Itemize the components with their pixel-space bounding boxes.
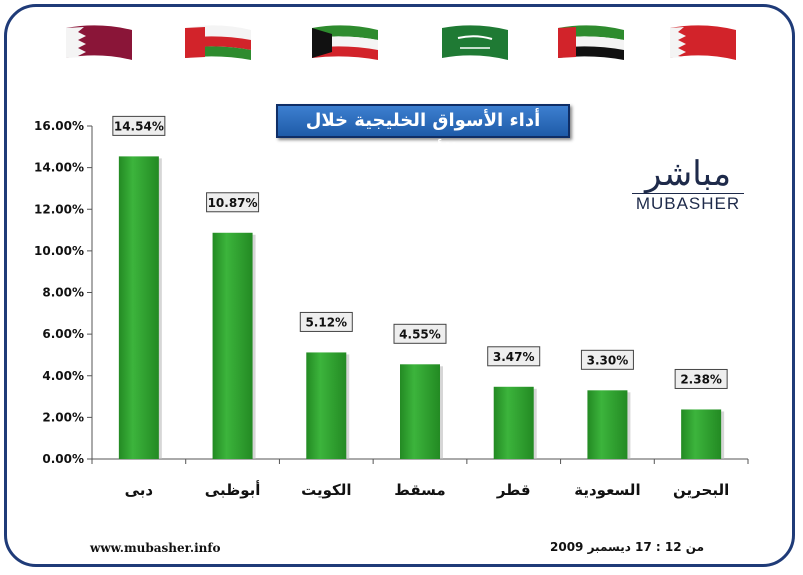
uae-flag-icon	[558, 25, 624, 60]
logo-arabic: مباشر	[644, 154, 732, 194]
data-label-box	[299, 311, 353, 332]
data-label-box	[112, 115, 166, 136]
bar	[400, 364, 440, 459]
logo-english: MUBASHER	[632, 193, 744, 214]
data-label: 14.54%	[114, 119, 164, 133]
y-tick-label: 2.00%	[42, 410, 84, 424]
data-label: 4.55%	[399, 327, 441, 341]
data-label-box	[206, 192, 260, 213]
category-label: قطر	[496, 481, 531, 499]
data-label: 2.38%	[680, 372, 722, 386]
bar	[212, 232, 253, 459]
category-label: الكويت	[301, 481, 351, 499]
data-label: 3.30%	[587, 353, 629, 367]
category-label: دبى	[125, 481, 154, 499]
y-tick-label: 6.00%	[42, 327, 84, 341]
category-label: البحرين	[673, 481, 729, 499]
bar	[587, 390, 628, 459]
oman-flag-icon	[185, 25, 251, 60]
data-label: 5.12%	[305, 315, 347, 329]
data-label-box	[487, 346, 541, 367]
data-label-box	[674, 368, 728, 389]
chart-title: أداء الأسواق الخليجية خلال الأسبوع	[276, 104, 570, 161]
bar	[681, 409, 722, 459]
mubasher-logo: مباشر MUBASHER	[632, 155, 744, 217]
data-label: 10.87%	[208, 196, 258, 210]
data-label-box	[393, 323, 447, 344]
kuwait-flag-icon	[312, 25, 378, 60]
category-label: أبوظبى	[205, 480, 261, 499]
y-tick-label: 10.00%	[34, 244, 84, 258]
y-tick-label: 8.00%	[42, 286, 84, 300]
bahrain-flag-icon	[670, 25, 736, 60]
data-label: 3.47%	[493, 350, 535, 364]
bar	[493, 386, 534, 459]
y-tick-label: 12.00%	[34, 202, 84, 216]
y-tick-label: 16.00%	[34, 119, 84, 133]
date-range: من 12 : 17 ديسمبر 2009	[550, 540, 705, 554]
bar	[306, 352, 347, 459]
y-tick-label: 0.00%	[42, 452, 84, 466]
category-label: مسقط	[394, 481, 445, 499]
data-label-box	[580, 349, 634, 370]
y-tick-label: 4.00%	[42, 369, 84, 383]
category-label: السعودية	[574, 481, 640, 499]
y-tick-label: 14.00%	[34, 161, 84, 175]
website-link[interactable]: www.mubasher.info	[90, 541, 221, 555]
bar	[118, 156, 159, 460]
saudi-flag-icon	[442, 25, 508, 60]
qatar-flag-icon	[66, 25, 132, 60]
